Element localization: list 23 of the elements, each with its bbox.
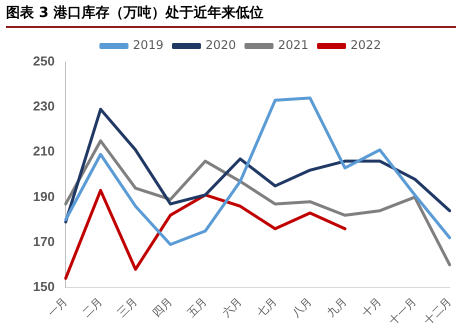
x-tick-label: 四月	[150, 296, 175, 320]
x-tick-label: 三月	[116, 296, 140, 320]
legend-label: 2020	[205, 38, 236, 52]
x-tick-label: 五月	[186, 296, 210, 320]
y-tick-label: 170	[32, 234, 55, 249]
x-tick-label: 十二月	[421, 295, 454, 328]
x-tick-label: 七月	[254, 295, 280, 320]
y-tick-label: 230	[32, 98, 55, 114]
x-tick-label: 十月	[359, 295, 384, 320]
x-tick-label: 九月	[324, 295, 350, 320]
y-tick-label: 150	[32, 278, 55, 294]
legend-label: 2022	[350, 38, 382, 52]
x-tick-label: 一月	[46, 296, 70, 320]
y-tick-label: 190	[32, 188, 55, 204]
x-tick-label: 八月	[290, 296, 314, 320]
x-tick-label: 二月	[80, 296, 105, 320]
x-tick-label: 六月	[220, 295, 244, 320]
chart-title: 图表 3 港口库存（万吨）处于近年来低位	[6, 4, 456, 28]
legend-label: 2021	[278, 38, 309, 52]
y-tick-label: 210	[32, 144, 55, 159]
y-tick-label: 250	[32, 54, 55, 69]
x-tick-label: 十一月	[386, 295, 420, 328]
legend-label: 2019	[132, 38, 164, 52]
